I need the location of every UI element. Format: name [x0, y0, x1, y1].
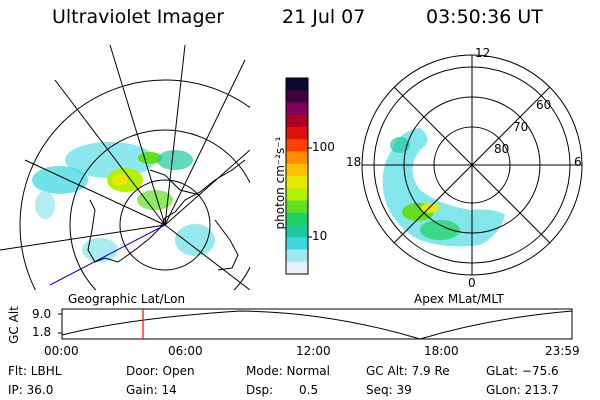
status-flt: Flt: LBHL	[8, 364, 62, 378]
colorbar-segment	[286, 176, 308, 189]
status-mode: Mode: Normal	[246, 364, 330, 378]
colorbar-segment	[286, 114, 308, 128]
altitude-curve	[61, 310, 573, 340]
colorbar-segment	[286, 163, 308, 177]
colorbar-tick-10: 10	[312, 229, 328, 243]
colorbar-segment	[286, 139, 308, 152]
timeline-xtick-1: 06:00	[168, 344, 203, 358]
mlt-label-0: 0	[468, 276, 476, 290]
status-door: Door: Open	[126, 364, 195, 378]
date-text: 21 Jul 07	[282, 6, 366, 28]
mlt-label-6: 6	[574, 155, 582, 169]
left-map-label: Geographic Lat/Lon	[68, 292, 186, 306]
status-glon: GLon: 213.7	[486, 383, 559, 397]
right-map-label: Apex MLat/MLT	[414, 292, 504, 306]
status-gain: Gain: 14	[126, 383, 177, 397]
timeline-xtick-2: 12:00	[296, 344, 331, 358]
colorbar-segment	[286, 102, 308, 116]
timeline-ytick-low: 1.8	[32, 325, 52, 339]
aurora-emission-left	[32, 142, 215, 262]
colorbar-segment	[286, 212, 308, 226]
colorbar-frame	[285, 77, 309, 275]
status-dsp-value: 0.5	[299, 383, 319, 397]
mlt-label-12: 12	[475, 46, 491, 60]
timeline-ytick-high: 9.0	[32, 307, 52, 321]
colorbar	[285, 77, 312, 275]
colorbar-segment	[286, 261, 308, 275]
colorbar-segment	[286, 188, 308, 201]
status-ip: IP: 36.0	[8, 383, 54, 397]
status-glat: GLat: −75.6	[486, 364, 559, 378]
satellite-track	[49, 224, 166, 286]
colorbar-segment	[286, 90, 308, 103]
colorbar-segment	[286, 151, 308, 165]
aurora-emission-right	[382, 128, 505, 247]
coastline	[87, 159, 246, 271]
colorbar-segment	[286, 249, 308, 263]
app-title: Ultraviolet Imager	[52, 6, 225, 28]
mlt-label-18: 18	[346, 155, 362, 169]
colorbar-segment	[286, 200, 308, 214]
mlat-label-80: 80	[494, 142, 510, 156]
timeline-xtick-0: 00:00	[44, 344, 79, 358]
colorbar-segment	[286, 78, 308, 91]
timeline-y-label: GC Alt	[7, 306, 21, 344]
colorbar-segment	[286, 225, 308, 238]
timeline-xtick-3: 18:00	[424, 344, 459, 358]
mlat-label-60: 60	[536, 98, 552, 112]
time-text: 03:50:36 UT	[426, 6, 543, 28]
mlat-label-70: 70	[513, 120, 529, 134]
colorbar-segment	[286, 127, 308, 140]
mlt-lines	[362, 55, 582, 275]
status-gcalt: GC Alt: 7.9 Re	[366, 364, 450, 378]
status-seq: Seq: 39	[366, 383, 412, 397]
timeline-xtick-4: 23:59	[545, 344, 580, 358]
colorbar-segment	[286, 237, 308, 250]
colorbar-tick-100: 100	[312, 140, 335, 154]
latitude-circles	[19, 79, 250, 290]
longitude-lines	[0, 44, 250, 290]
status-dsp-label: Dsp:	[246, 383, 274, 397]
